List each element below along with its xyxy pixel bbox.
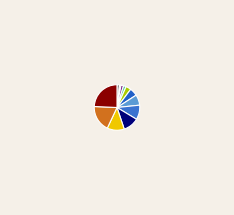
Wedge shape: [117, 85, 121, 108]
Wedge shape: [117, 85, 120, 108]
Wedge shape: [117, 86, 126, 108]
Wedge shape: [117, 108, 136, 129]
Wedge shape: [107, 108, 124, 130]
Wedge shape: [117, 87, 131, 108]
Wedge shape: [117, 89, 136, 108]
Wedge shape: [117, 85, 124, 108]
Wedge shape: [117, 105, 140, 119]
Wedge shape: [94, 106, 117, 128]
Wedge shape: [117, 95, 140, 108]
Wedge shape: [94, 85, 117, 108]
